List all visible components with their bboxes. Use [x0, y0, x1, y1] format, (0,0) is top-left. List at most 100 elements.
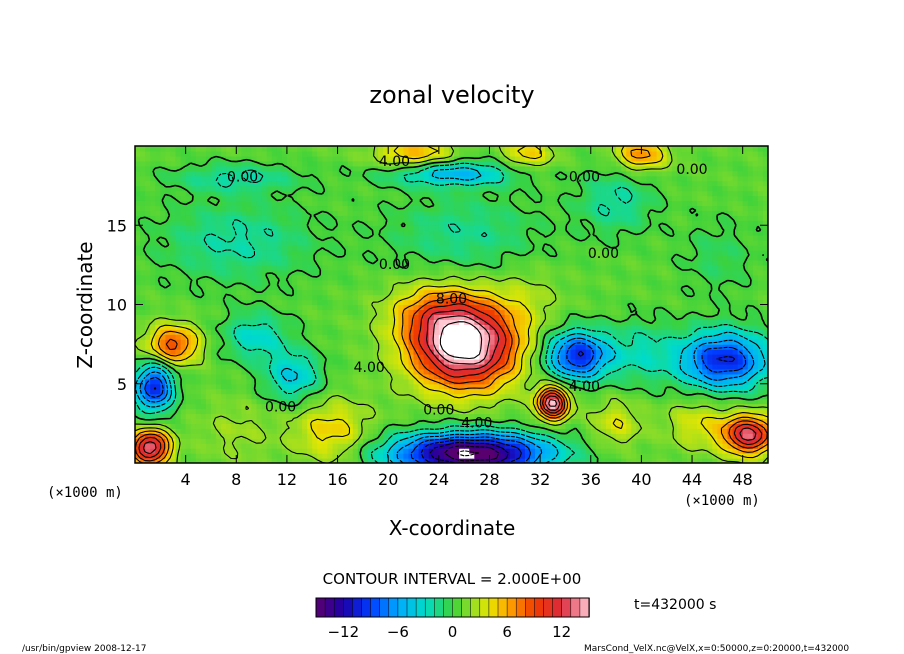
heat-cell: [297, 339, 303, 345]
heat-cell: [150, 354, 156, 360]
heat-cell: [545, 418, 551, 424]
heat-cell: [484, 334, 491, 340]
heat-cell: [712, 373, 718, 380]
heat-cell: [585, 269, 592, 276]
heat-cell: [737, 393, 744, 400]
heat-cell: [535, 299, 541, 306]
heat-cell: [621, 448, 627, 454]
heat-cell: [646, 453, 653, 459]
heat-cell: [732, 453, 739, 459]
heat-cell: [367, 373, 374, 380]
heat-cell: [135, 319, 141, 325]
heat-cell: [611, 413, 617, 420]
heat-cell: [433, 284, 440, 291]
heat-cell: [717, 354, 724, 360]
heat-cell: [155, 448, 161, 454]
heat-cell: [529, 324, 536, 330]
heat-cell: [697, 393, 703, 400]
heat-cell: [727, 349, 734, 355]
heat-cell: [474, 443, 480, 449]
heat-cell: [555, 418, 561, 424]
heat-cell: [241, 294, 247, 301]
heat-cell: [373, 294, 379, 301]
heat-cell: [636, 373, 642, 380]
heat-cell: [459, 418, 465, 424]
heat-cell: [145, 393, 151, 400]
heat-cell: [545, 319, 551, 325]
heat-cell: [357, 309, 364, 315]
heat-cell: [286, 329, 293, 335]
heat-cell: [246, 349, 253, 355]
heat-cell: [155, 304, 161, 311]
heat-cell: [636, 393, 642, 400]
heat-cell: [742, 274, 749, 281]
heat-cell: [529, 393, 536, 400]
heat-cell: [140, 373, 146, 380]
heat-cell: [342, 324, 349, 330]
heat-cell: [570, 304, 577, 311]
heat-cell: [413, 448, 420, 454]
heat-cell: [585, 438, 592, 444]
heat-cell: [276, 388, 283, 395]
heat-cell: [707, 428, 713, 434]
heat-cell: [135, 299, 141, 306]
heat-cell: [327, 403, 334, 410]
heat-cell: [636, 279, 642, 286]
heat-cell: [641, 339, 648, 345]
heat-cell: [165, 383, 172, 390]
heat-cell: [459, 324, 465, 330]
heat-cell: [742, 354, 749, 360]
heat-cell: [616, 363, 622, 370]
heat-cell: [317, 433, 323, 439]
heat-cell: [545, 373, 551, 380]
heat-cell: [656, 368, 663, 375]
heat-cell: [352, 279, 359, 286]
heat-cell: [722, 433, 729, 439]
heat-cell: [337, 453, 344, 459]
heat-cell: [200, 319, 207, 325]
heat-cell: [509, 264, 516, 271]
heat-cell: [459, 383, 465, 390]
heat-cell: [180, 304, 187, 311]
heat-cell: [276, 269, 283, 276]
heat-cell: [276, 289, 283, 296]
heat-cell: [160, 453, 166, 459]
heat-cell: [732, 448, 739, 454]
heat-cell: [362, 299, 369, 306]
heat-cell: [200, 358, 207, 365]
heat-cell: [732, 274, 739, 281]
heat-cell: [383, 304, 389, 311]
heat-cell: [575, 393, 582, 400]
heat-cell: [509, 393, 516, 400]
heat-cell: [661, 324, 668, 330]
heat-cell: [286, 294, 293, 301]
heat-cell: [180, 448, 187, 454]
heat-cell: [692, 373, 698, 380]
heat-cell: [494, 344, 501, 350]
heat-cell: [560, 423, 567, 429]
heat-cell: [656, 358, 663, 365]
heat-cell: [342, 418, 349, 424]
heat-cell: [302, 284, 308, 291]
heat-cell: [747, 349, 754, 355]
heat-cell: [600, 304, 607, 311]
heat-cell: [722, 358, 729, 365]
heat-cell: [145, 433, 151, 439]
heat-cell: [428, 284, 435, 291]
heat-cell: [661, 319, 668, 325]
heat-cell: [499, 274, 506, 281]
heat-cell: [246, 453, 253, 459]
heat-cell: [297, 358, 303, 365]
heat-cell: [605, 294, 612, 301]
heat-cell: [256, 448, 263, 454]
heat-cell: [757, 354, 764, 360]
heat-cell: [145, 309, 151, 315]
heat-cell: [271, 319, 278, 325]
heat-cell: [717, 344, 724, 350]
heat-cell: [590, 418, 597, 424]
heat-cell: [631, 319, 637, 325]
heat-cell: [418, 279, 425, 286]
heat-cell: [605, 418, 612, 424]
heat-cell: [337, 428, 344, 434]
heat-cell: [494, 289, 501, 296]
